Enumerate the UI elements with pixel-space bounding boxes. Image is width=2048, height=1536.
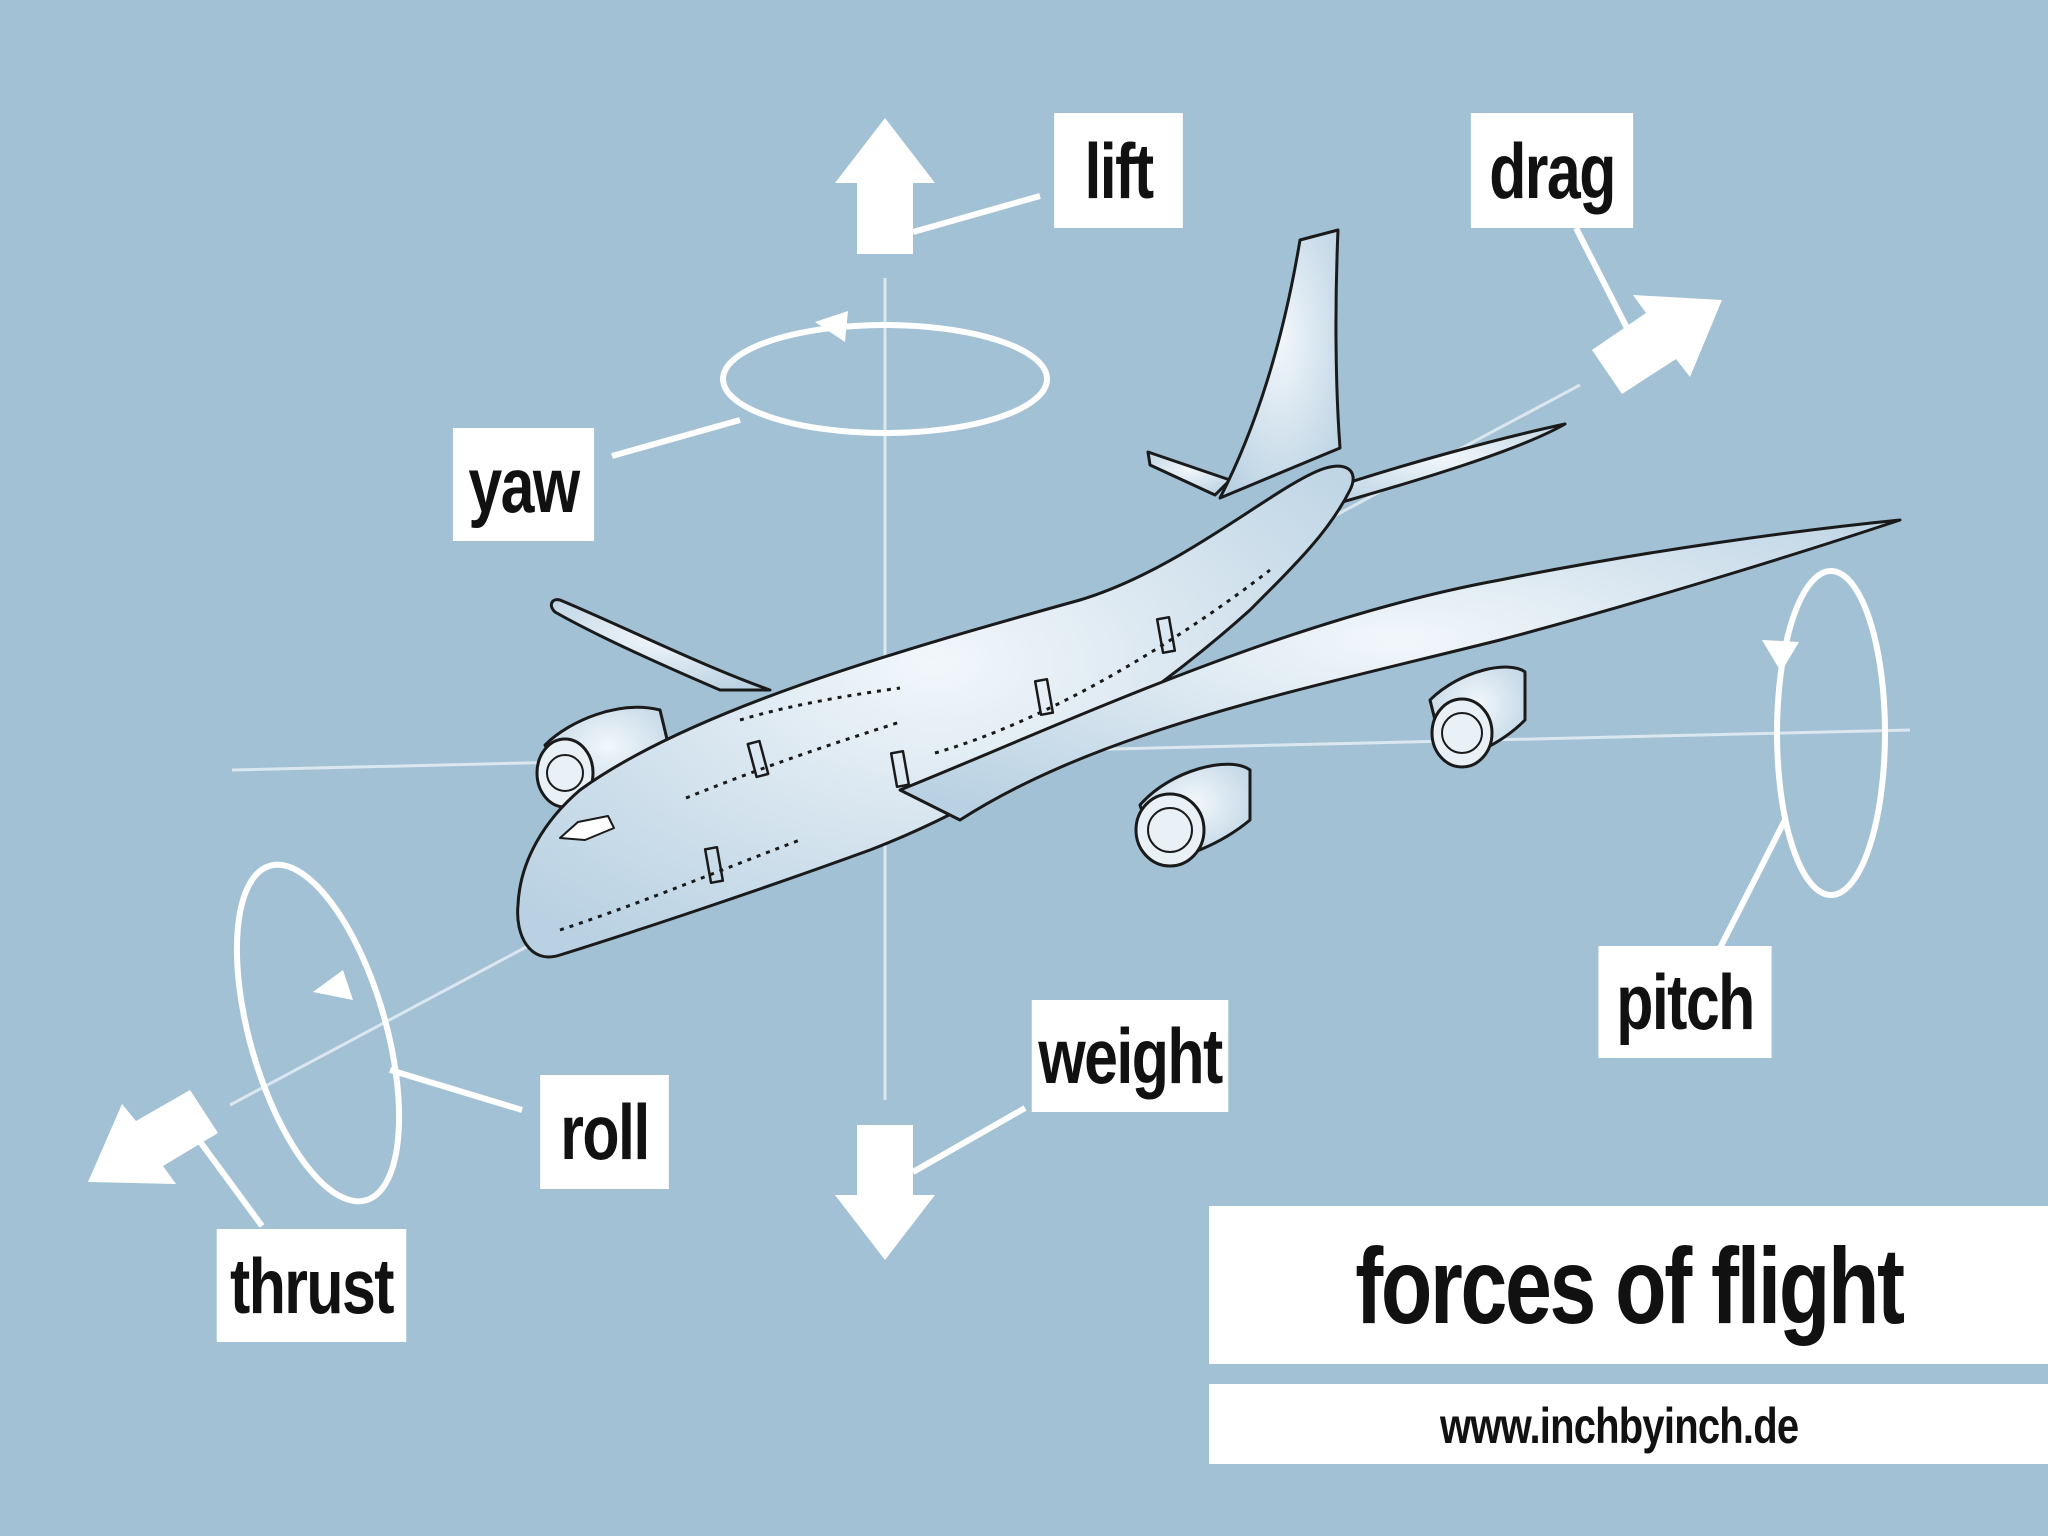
pitch-rotation-icon — [1762, 568, 1888, 898]
roll-label: roll — [540, 1075, 669, 1189]
cockpit-windows — [559, 815, 615, 841]
drag-arrow-icon — [1592, 295, 1722, 394]
left-horizontal-stabilizer — [1146, 450, 1232, 497]
roll-rotation-icon — [233, 861, 403, 1205]
vertical-stabilizer — [1218, 228, 1342, 500]
near-engine-outer — [1428, 665, 1527, 769]
footer-url-link[interactable]: www.inchbyinch.de — [1440, 1398, 1799, 1454]
thrust-label: thrust — [216, 1229, 407, 1342]
near-engine-inner — [1134, 762, 1252, 868]
lift-label: lift — [1054, 113, 1183, 228]
right-horizontal-stabilizer — [1318, 422, 1567, 509]
cabin-windows — [559, 568, 1271, 932]
drag-label: drag — [1470, 113, 1634, 228]
pitch-label-text: pitch — [1616, 958, 1755, 1046]
thrust-label-text: thrust — [229, 1241, 395, 1330]
yaw-rotation-icon — [720, 311, 1050, 436]
pitch-label: pitch — [1598, 946, 1772, 1058]
cabin-doors — [703, 615, 1177, 885]
weight-label-text: weight — [1038, 1012, 1223, 1100]
yaw-label-text: yaw — [468, 440, 580, 529]
page-title: forces of flight — [1354, 1224, 1905, 1346]
weight-arrow-icon — [835, 1125, 935, 1260]
far-wing — [549, 598, 772, 692]
roll-label-text: roll — [560, 1088, 650, 1176]
footer-box — [1209, 1384, 2048, 1464]
near-wing — [898, 518, 1902, 822]
fuselage — [516, 464, 1355, 959]
airplane-illustration — [516, 228, 1902, 959]
drag-label-text: drag — [1489, 126, 1616, 215]
yaw-label: yaw — [452, 428, 595, 541]
lift-label-text: lift — [1084, 126, 1154, 215]
leader-lines — [187, 193, 1788, 1228]
title-box: forces of flight — [1209, 1206, 2048, 1364]
thrust-arrow-icon — [88, 1090, 218, 1184]
lift-arrow-icon — [835, 118, 935, 254]
weight-label: weight — [1031, 1000, 1229, 1112]
